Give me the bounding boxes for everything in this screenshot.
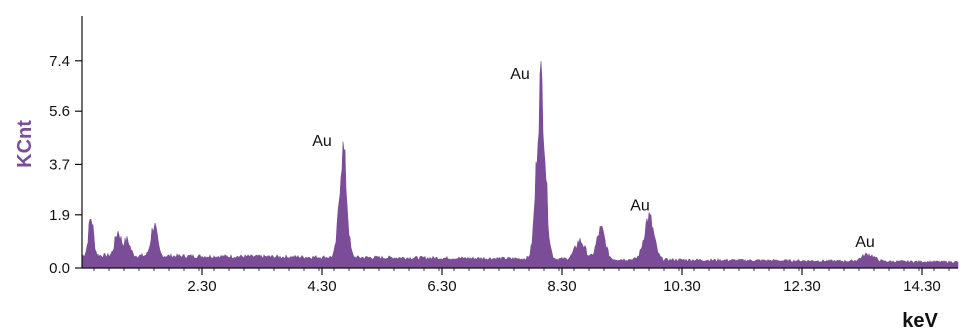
x-axis-title: keV [902, 310, 938, 332]
peak-annotation: Au [630, 198, 650, 215]
plot-area [81, 60, 959, 269]
y-tick-label: 1.9 [49, 207, 70, 224]
y-tick-label: 5.6 [49, 103, 70, 120]
y-axis-ticks: 0.0 1.9 3.7 5.6 7.4 [49, 53, 82, 277]
peak-annotation: Au [855, 234, 875, 251]
y-tick-label: 3.7 [49, 156, 70, 173]
peak-annotation: Au [510, 66, 530, 83]
y-axis-title: KCnt [14, 120, 36, 168]
x-tick-label: 14.30 [903, 278, 941, 295]
y-tick-label: 0.0 [49, 260, 70, 277]
spectrum-area [81, 60, 959, 269]
x-tick-label: 8.30 [547, 278, 576, 295]
x-tick-label: 6.30 [427, 278, 456, 295]
peak-annotations: Au Au Au Au [312, 66, 875, 251]
x-axis-ticks: 2.30 4.30 6.30 8.30 10.30 12.30 14.30 [93, 268, 950, 295]
x-tick-label: 10.30 [663, 278, 701, 295]
peak-annotation: Au [312, 133, 332, 150]
x-tick-label: 4.30 [307, 278, 336, 295]
x-tick-label: 2.30 [187, 278, 216, 295]
x-tick-label: 12.30 [783, 278, 821, 295]
y-tick-label: 7.4 [49, 53, 70, 70]
